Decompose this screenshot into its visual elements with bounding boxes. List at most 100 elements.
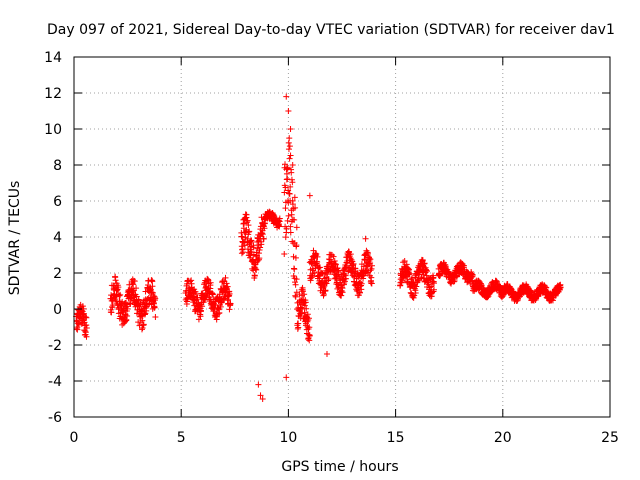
data-point [281,189,288,196]
data-point [83,324,90,331]
data-point [350,260,357,267]
data-point [276,223,283,230]
data-point [286,155,293,162]
data-point [469,273,476,280]
data-point [300,288,307,295]
data-point [288,211,295,218]
data-point [108,309,115,316]
data-point [304,311,311,318]
y-tick-label: 4 [53,230,62,246]
data-point [322,287,329,294]
data-point [293,276,300,283]
data-point [303,305,310,312]
data-point [450,278,457,285]
data-point [282,205,289,212]
x-axis-label: GPS time / hours [281,459,398,475]
y-tick-labels: -6 -4 -2 0 2 4 6 8 10 12 14 [44,50,62,426]
data-point [287,126,294,132]
data-point [325,275,332,282]
data-point [281,250,288,257]
data-point [289,162,296,168]
data-point [259,231,266,238]
data-point [243,211,250,218]
data-point [133,285,140,292]
data-point [149,283,156,290]
data-point [284,175,291,182]
data-point [135,296,142,303]
data-point [325,277,332,284]
data-point [222,274,229,281]
y-tick-label: 2 [53,266,62,282]
data-point [306,332,313,339]
data-point [245,222,252,229]
data-point [257,392,264,399]
y-tick-label: 8 [53,158,62,174]
y-tick-label: 6 [53,194,62,210]
data-point [223,280,230,287]
data-point [358,280,365,287]
data-point [288,169,295,176]
data-point [305,315,312,322]
data-point [252,266,259,273]
data-point [368,280,375,287]
data-point [250,244,257,251]
data-point [226,290,233,297]
data-point [292,281,299,288]
data-point [255,381,262,388]
grid [74,57,610,417]
data-point [82,329,89,336]
data-point [284,164,291,171]
data-point [331,257,338,264]
data-point [198,307,204,314]
data-point [244,217,251,224]
x-tick-label: 25 [601,430,619,446]
data-point [368,274,375,281]
data-point [367,256,374,263]
y-tick-label: 14 [44,50,62,66]
y-tick-label: 0 [53,302,62,318]
data-point [256,255,263,262]
data-point [478,282,485,289]
data-point [285,187,292,194]
data-point [152,313,159,320]
data-point [292,279,299,286]
data-point [284,165,291,172]
data-point [79,303,86,310]
data-point [285,146,292,153]
data-point [289,179,296,186]
data-point [209,291,216,298]
data-point [245,229,252,236]
data-point [226,306,233,313]
data-point [291,266,298,273]
data-point [283,225,290,232]
data-point [133,293,140,300]
data-point [120,307,127,314]
data-point [306,324,313,331]
data-point [314,253,321,260]
data-point [140,321,147,328]
data-point [286,135,293,142]
data-point [287,152,294,159]
data-point [423,268,430,275]
data-point [284,217,291,224]
data-point [151,304,158,311]
data-point [276,215,283,222]
data-point [323,280,330,287]
data-point [356,289,363,296]
data-point [362,235,369,242]
data-point [287,223,294,230]
data-point [152,295,159,302]
data-point [293,242,300,249]
data-point [295,324,302,331]
y-tick-label: -4 [48,374,62,390]
data-point [285,108,292,114]
data-point [324,271,331,278]
data-point [364,269,371,276]
x-tick-labels: 0 5 10 15 20 25 [70,430,619,446]
x-tick-label: 5 [177,430,186,446]
data-point [339,289,346,296]
data-point [257,244,264,251]
data-point [227,300,234,307]
data-point [260,235,267,242]
